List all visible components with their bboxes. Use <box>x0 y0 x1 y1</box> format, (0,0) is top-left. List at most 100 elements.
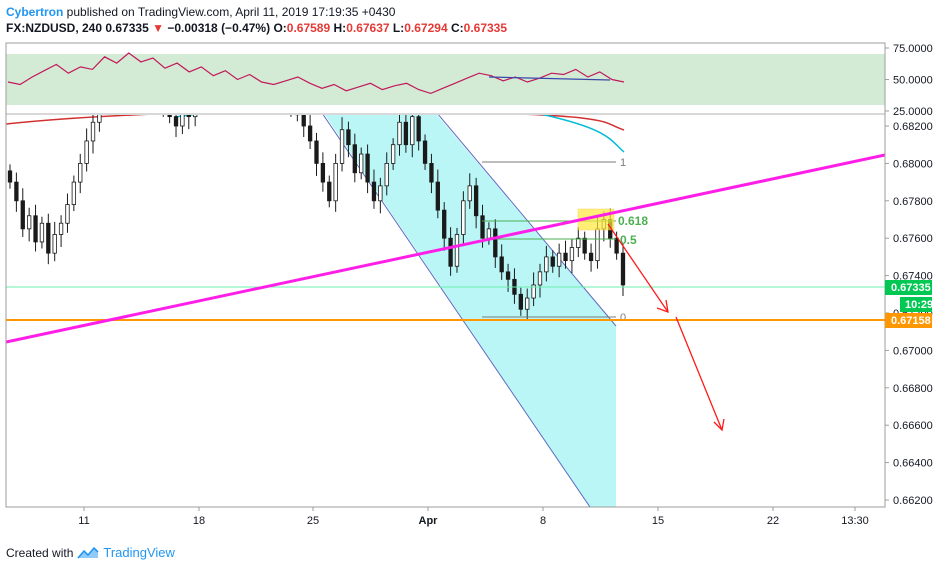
high-value: 0.67637 <box>346 21 390 35</box>
candle <box>33 204 38 252</box>
candle <box>556 243 562 278</box>
price-change: −0.00318 (−0.47%) <box>167 21 271 35</box>
candle <box>20 188 25 237</box>
open-label: O: <box>273 21 287 35</box>
candle <box>90 115 96 154</box>
candle <box>620 243 626 296</box>
candle <box>397 115 402 156</box>
fib-label-1: 1 <box>620 157 626 169</box>
last-price-tag-text: 0.67335 <box>891 282 931 294</box>
candle <box>576 227 581 258</box>
time-tick-label: 18 <box>193 515 205 527</box>
candle <box>193 115 198 127</box>
candle <box>544 245 549 282</box>
candle <box>58 215 64 247</box>
price-tick-label: 0.66800 <box>893 383 933 395</box>
channel-upper-line <box>438 115 617 327</box>
candle <box>525 288 530 321</box>
candle <box>448 227 453 276</box>
time-tick-label: 25 <box>307 515 319 527</box>
candle <box>39 216 45 249</box>
last-price-tag <box>885 280 932 295</box>
candle <box>71 175 77 212</box>
candle <box>429 153 434 194</box>
support-price-tag <box>885 313 932 328</box>
created-with-label: Created with <box>6 545 74 560</box>
time-tick-label: 15 <box>652 515 664 527</box>
down-arrow-icon: ▼ <box>152 21 164 35</box>
projection-arrow <box>607 223 725 432</box>
candle <box>65 193 70 233</box>
last-price: 0.67335 <box>105 21 149 35</box>
price-tick-label: 0.66600 <box>893 420 933 432</box>
candle <box>416 115 421 151</box>
candle <box>378 177 383 214</box>
price-tick-label: 0.68000 <box>893 158 933 170</box>
open-value: 0.67589 <box>286 21 331 35</box>
candle <box>499 244 504 280</box>
rsi-trend-line <box>488 76 611 81</box>
candle <box>46 213 51 265</box>
candle <box>461 191 466 246</box>
candle <box>473 177 479 229</box>
candle <box>14 172 19 212</box>
author-name[interactable]: Cybertron <box>6 5 64 19</box>
symbol: FX:NZDUSD, 240 <box>6 21 103 35</box>
rsi-line <box>7 52 625 95</box>
candle <box>537 263 543 298</box>
candle <box>550 250 555 273</box>
time-tick-label: 13:30 <box>841 515 869 527</box>
rsi-tick-label: 75.0000 <box>893 43 933 55</box>
candle <box>52 221 57 262</box>
candle <box>569 239 575 274</box>
candle <box>346 121 351 158</box>
candle <box>7 164 13 189</box>
candle <box>422 134 428 170</box>
rising-trend-line <box>6 153 885 344</box>
candle <box>339 117 345 172</box>
low-value: 0.67294 <box>404 21 448 35</box>
price-tick-label: 0.66200 <box>893 495 933 507</box>
publish-info: published on TradingView.com, April 11, … <box>63 5 396 19</box>
candle <box>78 153 83 194</box>
chart-header: Cybertron published on TradingView.com, … <box>6 4 507 36</box>
candle <box>563 240 568 269</box>
candle <box>333 153 338 212</box>
rsi-tick-label: 25.0000 <box>893 106 933 118</box>
ma-cyan <box>174 115 625 153</box>
low-label: L: <box>392 21 405 35</box>
price-tick-label: 0.68200 <box>893 121 933 133</box>
plot-frame <box>5 42 886 508</box>
candle <box>352 133 357 183</box>
candle <box>435 169 440 219</box>
candle <box>371 169 377 209</box>
publish-line: Cybertron published on TradingView.com, … <box>6 4 507 20</box>
close-label: C: <box>450 21 464 35</box>
tradingview-brand[interactable]: TradingView <box>103 545 175 560</box>
price-tick-label: 0.67400 <box>893 271 933 283</box>
support-price-tag-text: 0.67158 <box>891 315 931 327</box>
ma-red <box>6 115 625 131</box>
candle <box>301 115 306 138</box>
candle <box>588 243 594 272</box>
tradingview-logo-icon[interactable] <box>77 546 99 560</box>
candle <box>365 144 370 194</box>
candle <box>454 227 460 273</box>
footer: Created with TradingView <box>6 545 175 560</box>
rsi-tick-label: 50.0000 <box>893 75 933 87</box>
price-tick-label: 0.67600 <box>893 233 933 245</box>
candle <box>410 115 415 158</box>
candle <box>493 219 498 268</box>
candle <box>582 231 587 260</box>
high-label: H: <box>333 21 347 35</box>
candle <box>173 115 179 138</box>
close-value: 0.67335 <box>463 21 508 35</box>
countdown-tag-text: 10:29 <box>905 299 933 311</box>
time-tick-label: 11 <box>78 515 89 527</box>
price-tick-label: 0.67000 <box>893 345 933 357</box>
time-tick-label: 22 <box>767 515 779 527</box>
price-tick-label: 0.67800 <box>893 196 933 208</box>
candle <box>531 272 536 307</box>
candle <box>97 115 102 132</box>
